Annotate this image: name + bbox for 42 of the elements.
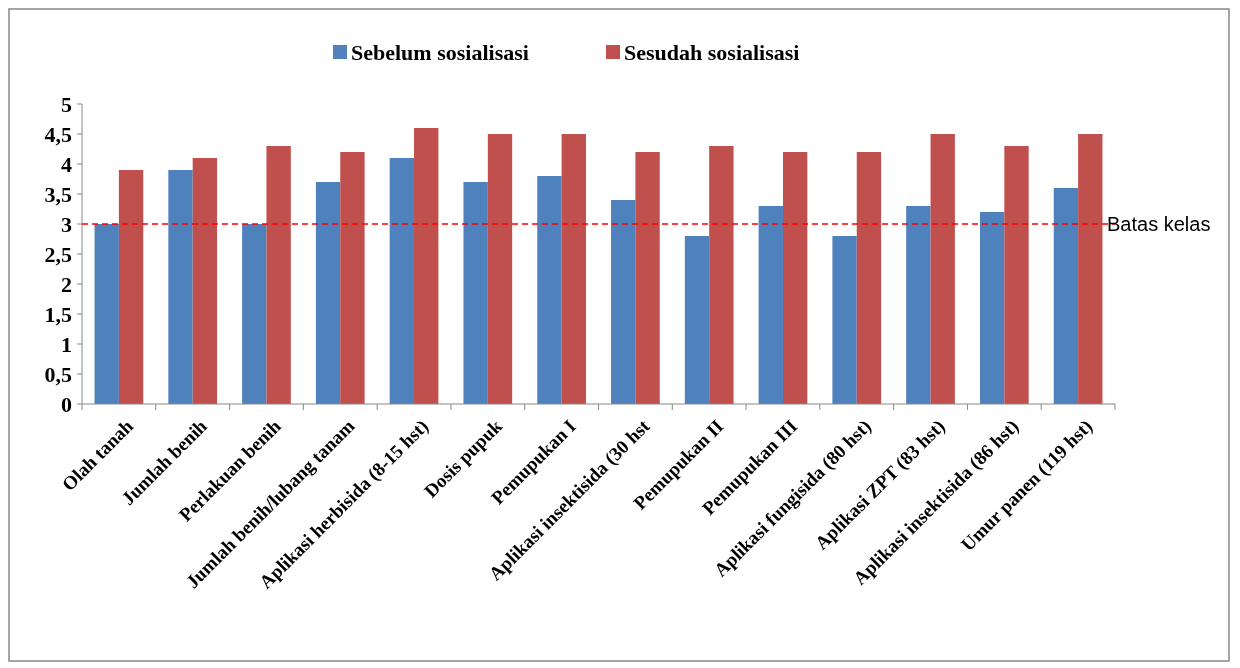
bar: [487, 134, 513, 404]
legend-label: Sebelum sosialisasi: [351, 39, 529, 65]
bar: [168, 170, 193, 404]
bar: [340, 152, 365, 404]
bar: [94, 224, 119, 404]
y-tick-label: 5: [61, 91, 72, 117]
y-tick-label: 3,5: [44, 181, 72, 207]
y-tick-label: 2: [61, 271, 72, 297]
bar: [979, 212, 1005, 404]
bar: [192, 158, 218, 404]
bar: [414, 128, 439, 404]
y-tick-label: 0: [61, 391, 72, 417]
y-tick-label: 1,5: [44, 301, 72, 327]
bar: [561, 134, 586, 404]
bar: [389, 158, 415, 404]
bar: [635, 152, 660, 404]
bar: [856, 152, 882, 404]
bar: [684, 236, 710, 404]
bar: [1004, 146, 1029, 404]
bar: [118, 170, 144, 404]
bar: [463, 182, 488, 404]
ref-line-label: Batas kelas: [1107, 213, 1211, 235]
bar: [242, 224, 267, 404]
y-tick-label: 0,5: [44, 361, 72, 387]
bar: [537, 176, 562, 404]
bar: [1078, 134, 1103, 404]
y-tick-label: 2,5: [44, 241, 72, 267]
y-tick-label: 4,5: [44, 121, 72, 147]
bar: [1053, 188, 1079, 404]
bar: [758, 206, 783, 404]
bar: [709, 146, 734, 404]
legend-label: Sesudah sosialisasi: [624, 39, 800, 65]
y-tick-label: 3: [61, 211, 72, 237]
bar: [266, 146, 291, 404]
bar: [832, 236, 857, 404]
bar: [611, 200, 636, 404]
bar: [782, 152, 808, 404]
bar: [930, 134, 955, 404]
y-tick-label: 4: [61, 151, 72, 177]
y-tick-label: 1: [61, 331, 72, 357]
bar: [906, 206, 931, 404]
bar: [315, 182, 341, 404]
